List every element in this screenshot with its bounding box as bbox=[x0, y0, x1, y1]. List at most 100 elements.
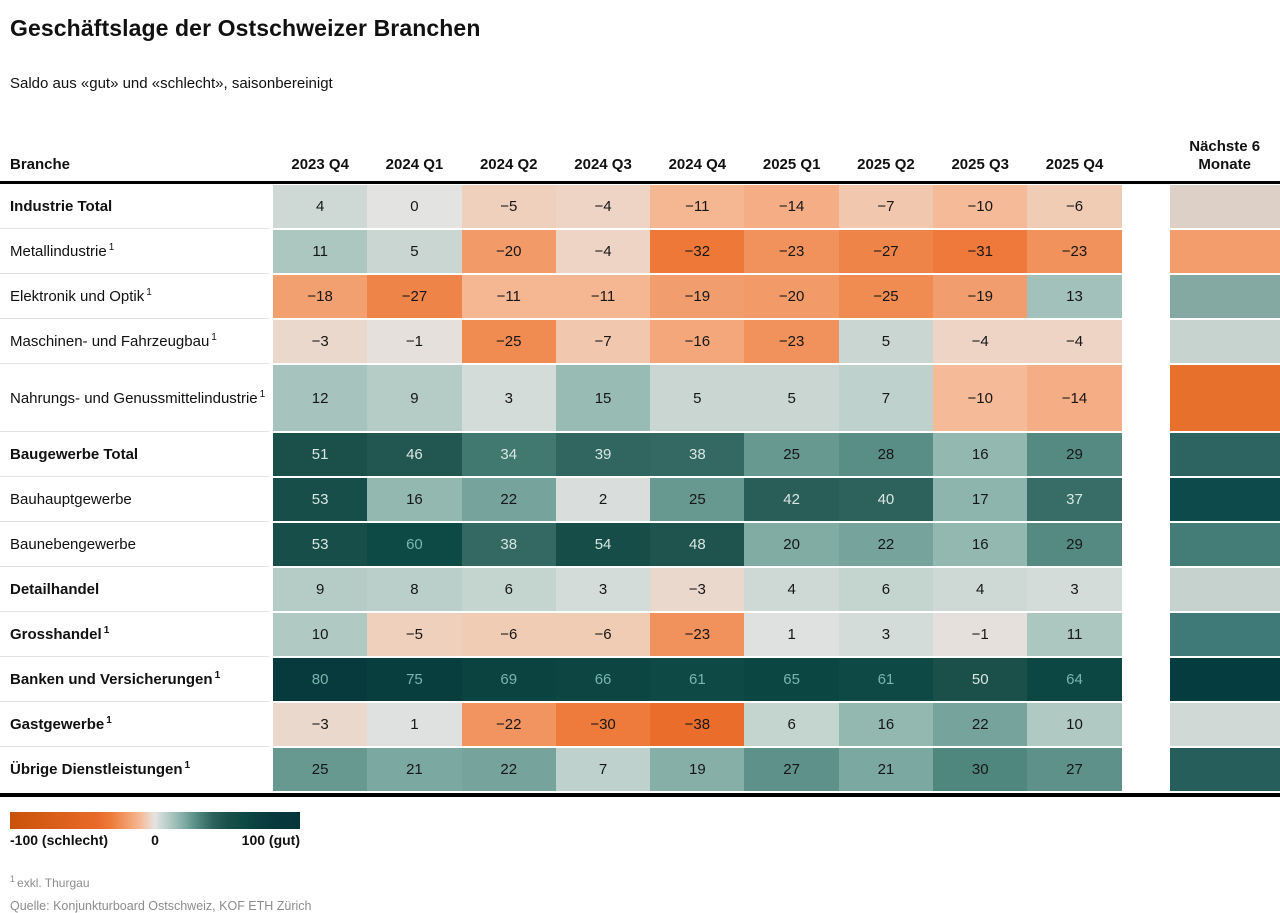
branch-label: Nahrungs- und Genussmittelindustrie 1 bbox=[0, 363, 273, 431]
footnote-symbol: 1 bbox=[10, 874, 16, 884]
value-cell: 27 bbox=[1027, 748, 1122, 791]
footnote-marker: 1 bbox=[259, 388, 266, 400]
next-6-months-cell bbox=[1169, 748, 1280, 791]
footnote-marker: 1 bbox=[106, 715, 112, 726]
value-cell: 25 bbox=[744, 433, 839, 476]
value-cell: 9 bbox=[273, 568, 368, 611]
value-cell: −11 bbox=[650, 185, 745, 228]
value-cell: −20 bbox=[744, 275, 839, 318]
value-cell: −1 bbox=[933, 613, 1028, 656]
next-6-months-cell bbox=[1169, 568, 1280, 611]
value-cell: 5 bbox=[838, 320, 934, 363]
value-cell: 2 bbox=[555, 478, 651, 521]
value-cell: 21 bbox=[367, 748, 462, 791]
value-cell: −19 bbox=[933, 275, 1028, 318]
value-cell: 6 bbox=[461, 568, 556, 611]
value-cell: −6 bbox=[555, 613, 651, 656]
page-title: Geschäftslage der Ostschweizer Branchen bbox=[10, 15, 481, 41]
branch-label: Übrige Dienstleistungen 1 bbox=[0, 746, 273, 791]
column-gap bbox=[1121, 568, 1170, 611]
footnote-marker: 1 bbox=[146, 287, 152, 298]
value-cell: 4 bbox=[744, 568, 839, 611]
column-header: 2025 Q1 bbox=[762, 156, 821, 173]
value-cell: −31 bbox=[933, 230, 1028, 273]
table-row: Elektronik und Optik 1 −18 −27 −11 −11 −19 −20−… bbox=[0, 273, 1280, 318]
table-body: Industrie Total 4 0 −5 −4 −11 −14 −7 −10 −6 Metall… bbox=[0, 185, 1280, 791]
value-cell: 3 bbox=[555, 568, 651, 611]
footnote-marker: 1 bbox=[103, 625, 110, 636]
value-cell: −23 bbox=[744, 230, 839, 273]
footnote-marker: 1 bbox=[108, 242, 115, 253]
column-gap bbox=[1121, 613, 1170, 656]
value-cell: 37 bbox=[1027, 478, 1122, 521]
column-gap bbox=[1121, 748, 1170, 791]
value-cell: −1 bbox=[367, 320, 462, 363]
value-cell: 80 bbox=[273, 658, 368, 701]
subtitle: Saldo aus «gut» und «schlecht», saisonbe… bbox=[10, 75, 333, 92]
next-6-months-cell bbox=[1169, 320, 1280, 363]
value-cell: 53 bbox=[273, 478, 368, 521]
value-cell: 16 bbox=[933, 523, 1028, 566]
column-header: 2024 Q4 bbox=[668, 156, 727, 173]
value-cell: 51 bbox=[273, 433, 368, 476]
column-header: 2024 Q1 bbox=[385, 156, 444, 173]
value-cell: −25 bbox=[838, 275, 934, 318]
column-gap bbox=[1121, 320, 1170, 363]
column-header: 2025 Q3 bbox=[951, 156, 1009, 173]
value-cell: 69 bbox=[461, 658, 556, 701]
value-cell: −7 bbox=[838, 185, 934, 228]
value-cell: 29 bbox=[1027, 433, 1122, 476]
column-gap bbox=[1121, 523, 1170, 566]
value-cell: −25 bbox=[461, 320, 556, 363]
branch-label: Baunebengewerbe bbox=[0, 521, 273, 566]
heatmap-table: Branche 2023 Q4 2024 Q1 2024 Q2 2024 Q3 2024… bbox=[0, 93, 1280, 797]
value-cell: 38 bbox=[461, 523, 556, 566]
color-legend: -100 (schlecht) 0 100 (gut) bbox=[10, 812, 300, 850]
value-cell: 9 bbox=[367, 365, 462, 431]
footnote-marker: 1 bbox=[214, 670, 221, 681]
value-cell: −14 bbox=[1027, 365, 1122, 431]
value-cell: 27 bbox=[744, 748, 839, 791]
value-cell: 7 bbox=[838, 365, 934, 431]
value-cell: 17 bbox=[933, 478, 1028, 521]
branch-label: Industrie Total bbox=[0, 185, 273, 228]
column-header: 2024 Q3 bbox=[574, 156, 632, 173]
next-6-months-cell bbox=[1169, 613, 1280, 656]
next-6-months-cell bbox=[1169, 523, 1280, 566]
value-cell: −16 bbox=[650, 320, 745, 363]
value-cell: 64 bbox=[1027, 658, 1122, 701]
column-gap bbox=[1121, 658, 1170, 701]
value-cell: −4 bbox=[555, 185, 651, 228]
value-cell: 10 bbox=[273, 613, 368, 656]
next-6-months-cell bbox=[1169, 275, 1280, 318]
value-cell: 25 bbox=[650, 478, 745, 521]
value-cell: −11 bbox=[461, 275, 556, 318]
value-cell: −19 bbox=[650, 275, 745, 318]
value-cell: 4 bbox=[273, 185, 368, 228]
value-cell: 25 bbox=[273, 748, 368, 791]
branch-label: Metallindustrie 1 bbox=[0, 228, 273, 273]
value-cell: −22 bbox=[461, 703, 556, 746]
column-gap bbox=[1121, 478, 1170, 521]
table-row: Nahrungs- und Genussmittelindustrie 1 12 9 3… bbox=[0, 363, 1280, 431]
table-row: Gastgewerbe 1 −3 1 −22 −30 −38 6 16 22 10 bbox=[0, 701, 1280, 746]
value-cell: 10 bbox=[1027, 703, 1122, 746]
footnote-marker: 1 bbox=[211, 332, 217, 343]
value-cell: −4 bbox=[933, 320, 1028, 363]
value-cell: 42 bbox=[744, 478, 839, 521]
value-cell: 22 bbox=[838, 523, 934, 566]
column-gap bbox=[1121, 703, 1170, 746]
next-6-months-cell bbox=[1169, 230, 1280, 273]
legend-max-label: 100 (gut) bbox=[241, 832, 300, 848]
column-gap bbox=[1121, 275, 1170, 318]
value-cell: 40 bbox=[838, 478, 934, 521]
next-6-months-cell bbox=[1169, 365, 1280, 431]
column-gap bbox=[1121, 365, 1170, 431]
value-cell: −27 bbox=[838, 230, 934, 273]
value-cell: 5 bbox=[367, 230, 462, 273]
branch-label: Baugewerbe Total bbox=[0, 431, 273, 476]
value-cell: 46 bbox=[367, 433, 462, 476]
value-cell: 11 bbox=[1027, 613, 1122, 656]
column-gap bbox=[1121, 230, 1170, 273]
table-row: Bauhauptgewerbe 53 16 22 2 25 42 40 17 37 bbox=[0, 476, 1280, 521]
